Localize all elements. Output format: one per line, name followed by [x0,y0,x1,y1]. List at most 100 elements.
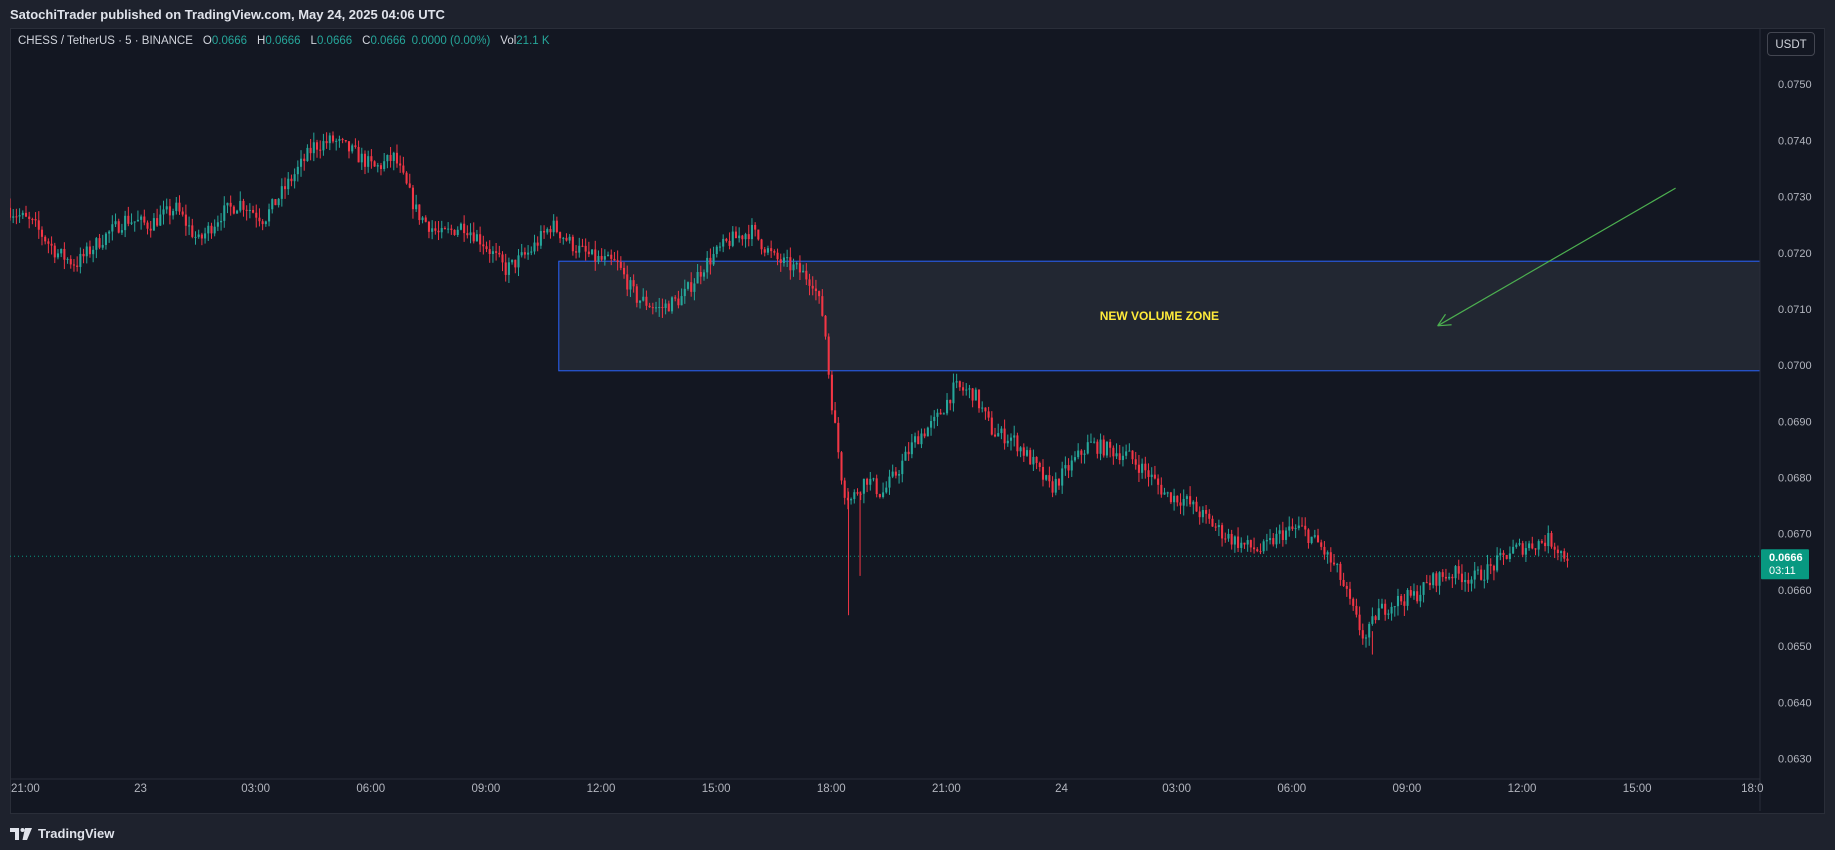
candle-body [1486,564,1489,580]
candle-body [1038,462,1041,467]
candle-body [802,270,805,273]
candle-body [786,257,789,259]
candle-body [1480,569,1483,580]
candle-body [917,436,920,445]
candle-body [882,492,885,497]
price-chart[interactable]: NEW VOLUME ZONE 0.0750 0.0740 0.0730 0.0720… [10,28,1825,814]
candle-body [1400,595,1403,602]
candle-body [946,399,949,414]
candle-body [1163,492,1166,495]
price-tick-label: 0.0700 [1778,360,1812,372]
candle-body [530,251,533,253]
candle-body [136,219,139,222]
candle-body [15,216,18,218]
candle-body [379,165,383,170]
candle-body [50,243,53,246]
tradingview-logo-icon [10,827,32,840]
time-tick-label: 06:00 [356,783,385,795]
candle-body [850,499,853,501]
candle-body [1364,637,1368,639]
candle-body [843,480,846,498]
arrow-head [1437,324,1452,327]
candle-body [699,271,702,277]
symbol-name[interactable]: CHESS / TetherUS · 5 · BINANCE [18,35,193,47]
candle-body [376,165,379,167]
candle-body [440,228,443,233]
candle-body [1377,608,1380,620]
candle-body [1316,535,1320,543]
time-tick-label: 03:00 [241,783,270,795]
candle-body [629,280,632,290]
candle-body [188,225,191,227]
chart-area[interactable] [10,28,1825,814]
candle-body [181,211,184,215]
currency-button[interactable]: USDT [1767,32,1815,56]
annotation-arrow[interactable] [1437,187,1676,327]
candle-body [1080,450,1083,455]
candle-body [1173,495,1176,503]
time-tick-label: 09:00 [1393,783,1422,795]
candle-body [747,234,750,240]
candle-body [1221,525,1224,539]
candle-body [44,236,47,242]
candle-body [1189,496,1192,505]
candle-body [1467,579,1470,584]
candle-body [638,300,642,303]
candle-body [1403,601,1406,606]
candle-body [1422,582,1425,595]
candle-body [1281,530,1284,540]
candle-body [607,254,610,257]
candle-body [693,283,696,292]
candle-body [674,297,677,299]
candle-body [402,165,405,173]
volume-zone[interactable]: NEW VOLUME ZONE [558,260,1761,372]
candle-body [936,412,939,417]
candle-body [920,433,923,445]
candle-body [658,307,661,309]
candle-body [101,244,104,248]
candle-body [165,206,168,210]
candle-body [450,228,453,230]
candle-body [220,220,223,223]
candle-body [696,271,699,284]
candle-body [527,252,530,255]
candle-body [1406,590,1409,606]
candle-body [245,209,248,211]
candle-body [1237,536,1240,548]
candle-body [853,492,856,500]
candle-body [315,142,319,150]
candle-body [424,217,427,222]
candle-body [1246,540,1249,545]
candle-body [923,433,926,437]
candle-body [718,246,722,248]
candle-body [1131,450,1134,460]
candle-body [1329,552,1332,563]
candle-body [1208,513,1211,519]
bottom-bar [0,814,1835,850]
candle-body [341,139,344,141]
candle-body [168,206,171,216]
tradingview-logo[interactable]: TradingView [10,826,114,841]
candle-body [299,158,303,167]
candle-body [1412,591,1416,596]
candle-body [1457,566,1460,574]
candle-body [255,212,258,218]
candle-body [290,178,293,182]
candle-body [1051,481,1054,493]
candle-body [1505,555,1508,559]
candle-body [837,422,840,453]
candle-body [635,286,638,303]
candle-body [725,238,728,241]
candle-body [651,307,654,309]
candle-body [88,246,91,255]
candle-body [712,254,715,265]
candle-body [322,141,325,151]
candle-body [463,223,466,234]
candle-body [1502,552,1505,556]
candle-body [1249,540,1252,548]
candle-body [773,251,776,253]
candle-body [82,253,85,257]
candle-body [40,229,44,237]
axes: 0.0750 0.0740 0.0730 0.0720 0.0710 0.0700 0.06… [10,28,1812,811]
candle-body [968,388,971,390]
